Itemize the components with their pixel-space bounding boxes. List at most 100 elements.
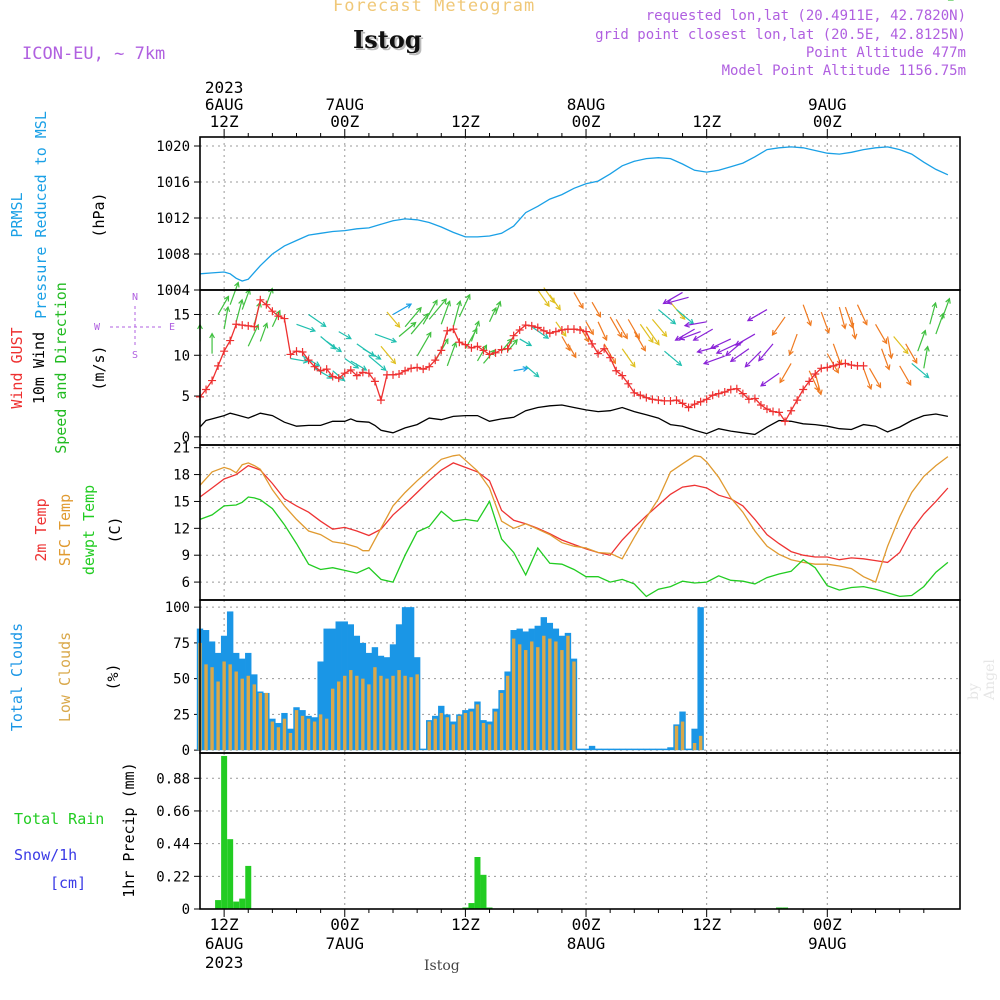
gust-marker xyxy=(232,320,241,329)
wind-arrow xyxy=(579,326,590,343)
low-cloud-bar xyxy=(216,681,220,751)
cloud-label-unit: (%) xyxy=(104,663,122,690)
low-cloud-bar xyxy=(318,714,323,751)
gust-marker xyxy=(787,406,796,415)
x-top-label: 12Z xyxy=(692,112,721,131)
gust-marker xyxy=(606,353,615,362)
wind-arrow xyxy=(338,331,352,340)
wind-arrow xyxy=(223,305,231,330)
wind-arrow xyxy=(911,362,930,379)
x-bottom-label: 00Z xyxy=(330,915,359,934)
gust-marker xyxy=(419,365,428,374)
gust-marker xyxy=(775,408,784,417)
precip-label-1hr: 1hr Precip (mm) xyxy=(120,762,138,897)
wind-label-10m: 10m Wind xyxy=(30,332,48,404)
credit-watermark: by Angel xyxy=(966,659,998,700)
wind-arrow xyxy=(758,343,774,362)
total-cloud-bar xyxy=(655,748,662,751)
y-tick-label: 0 xyxy=(182,743,190,759)
gust-marker xyxy=(527,321,536,330)
temp-line-2m-temp xyxy=(199,462,949,564)
precip-label-rain: Total Rain xyxy=(14,810,104,828)
y-tick-label: 0.44 xyxy=(156,837,190,853)
gust-marker xyxy=(364,369,373,378)
low-cloud-bar xyxy=(246,675,250,751)
low-cloud-bar xyxy=(264,692,269,751)
pressure-line xyxy=(199,146,949,282)
wind-arrow xyxy=(802,304,813,327)
requested-coords: requested lon,lat (20.4911E, 42.7820N) xyxy=(645,8,966,24)
wind-label-gust: Wind GUST xyxy=(8,327,26,408)
x-bottom-label: 12Z xyxy=(210,915,239,934)
gust-marker xyxy=(684,403,693,412)
y-tick-label: 12 xyxy=(173,521,190,537)
low-cloud-bar xyxy=(560,650,564,751)
gust-marker xyxy=(401,366,410,375)
wind-arrow xyxy=(715,343,738,355)
wind-arrow xyxy=(573,292,584,310)
low-cloud-bar xyxy=(409,677,413,751)
low-cloud-bar xyxy=(457,715,462,751)
total-cloud-bar xyxy=(606,748,614,751)
low-cloud-bar xyxy=(210,667,214,751)
wind-arrow xyxy=(561,336,571,352)
gust-marker xyxy=(208,376,217,385)
model-label: ICON-EU, ~ 7km xyxy=(22,44,166,64)
station-title: Istog xyxy=(353,25,422,54)
wind-arrow xyxy=(666,296,689,305)
gust-marker xyxy=(503,344,512,353)
wind-arrow xyxy=(771,316,786,336)
wind-arrow xyxy=(729,348,750,363)
gust-marker xyxy=(395,370,404,379)
low-cloud-bar xyxy=(204,664,208,751)
wind-arrow xyxy=(247,323,260,347)
total-cloud-bar xyxy=(576,748,584,751)
wind-arrow xyxy=(887,336,894,360)
gust-marker xyxy=(274,312,283,321)
total-cloud-bar xyxy=(697,607,704,751)
low-cloud-bar xyxy=(379,675,383,751)
x-bottom-label: 6AUG xyxy=(205,934,244,953)
low-cloud-bar xyxy=(524,650,528,751)
low-cloud-bar xyxy=(324,718,329,751)
rain-bar xyxy=(480,874,487,909)
gust-marker xyxy=(823,363,832,372)
wind-arrow xyxy=(416,331,432,357)
gust-marker xyxy=(714,389,723,398)
wind-arrow xyxy=(525,365,540,378)
wind-arrow xyxy=(549,294,561,311)
gust-marker xyxy=(298,348,307,356)
rain-bar xyxy=(239,898,246,909)
x-top-label: 2023 xyxy=(205,78,244,97)
gust-marker xyxy=(250,322,259,331)
wind-arrow xyxy=(893,336,909,355)
low-cloud-bar xyxy=(240,678,244,751)
gust-marker xyxy=(859,361,868,370)
gust-marker xyxy=(648,395,657,404)
gust-marker xyxy=(624,379,633,388)
low-cloud-bar xyxy=(530,641,534,751)
temp-line-dewpt-temp xyxy=(199,496,949,598)
gust-marker xyxy=(491,348,500,357)
low-cloud-bar xyxy=(451,724,456,751)
wind-arrow xyxy=(814,373,823,396)
gust-marker xyxy=(467,343,476,352)
low-cloud-bar xyxy=(258,692,263,751)
rain-bar xyxy=(233,901,240,909)
wind-arrow xyxy=(725,340,744,357)
low-cloud-bar xyxy=(288,732,293,751)
gust-marker xyxy=(226,336,235,345)
wind-arrow xyxy=(881,348,891,371)
wind-arrow xyxy=(362,348,382,360)
wind-arrow xyxy=(470,320,481,342)
rain-bar xyxy=(221,755,228,909)
wind-arrow xyxy=(374,333,398,344)
gust-marker xyxy=(545,329,554,338)
gust-marker xyxy=(292,347,301,356)
low-cloud-bar xyxy=(566,635,570,751)
total-cloud-bar xyxy=(625,748,632,751)
gust-marker xyxy=(696,397,705,406)
wind-arrow xyxy=(664,350,683,367)
low-cloud-bar xyxy=(511,638,516,751)
low-cloud-bar xyxy=(361,678,365,751)
